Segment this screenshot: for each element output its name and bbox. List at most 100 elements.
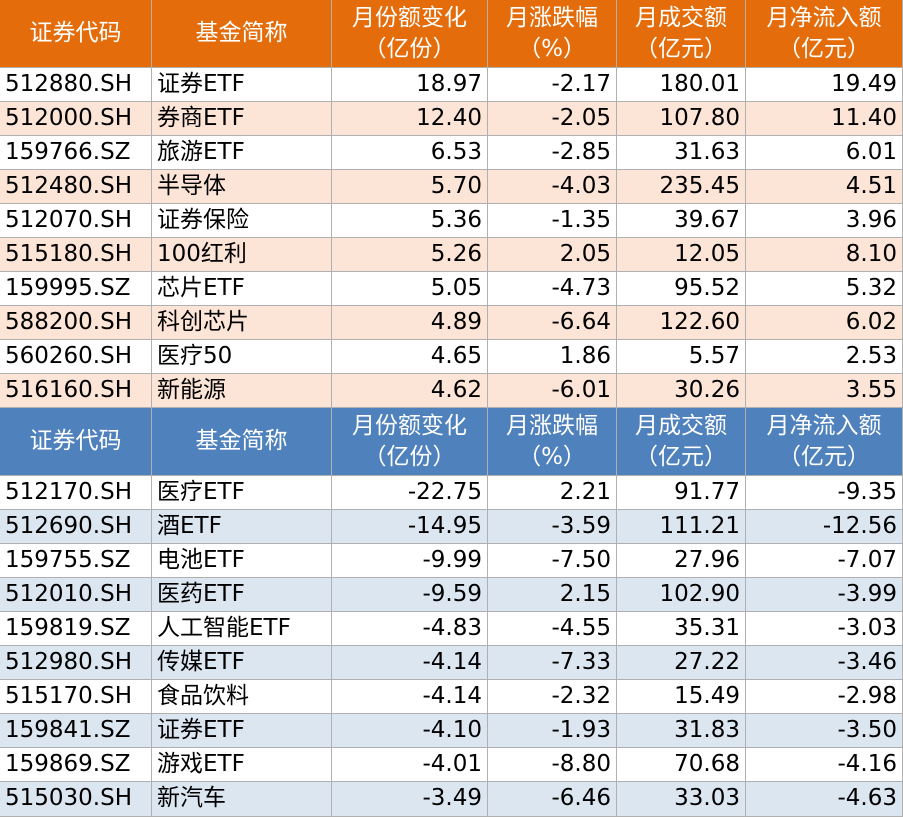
header-text: 月涨跌幅: [506, 412, 598, 439]
table-cell: 酒ETF: [152, 510, 332, 544]
table-cell: 证券保险: [152, 204, 332, 238]
table-cell: -2.32: [488, 680, 617, 714]
table-cell: 70.68: [617, 748, 746, 782]
header-cell: 月净流入额 （亿元）: [746, 408, 903, 476]
table-cell: 159841.SZ: [0, 714, 152, 748]
header-text: 基金简称: [195, 20, 288, 46]
table-cell: -1.93: [488, 714, 617, 748]
table-cell: 2.05: [488, 238, 617, 272]
table-cell: -3.59: [488, 510, 617, 544]
table-cell: 食品饮料: [152, 680, 332, 714]
table-cell: -12.56: [746, 510, 903, 544]
table-cell: 107.80: [617, 102, 746, 136]
table-cell: -4.03: [488, 170, 617, 204]
table-cell: -4.55: [488, 612, 617, 646]
table-cell: 512480.SH: [0, 170, 152, 204]
table-cell: 电池ETF: [152, 544, 332, 578]
table-cell: 111.21: [617, 510, 746, 544]
table-cell: -2.98: [746, 680, 903, 714]
table-cell: -3.46: [746, 646, 903, 680]
table-cell: 医疗50: [152, 340, 332, 374]
table-cell: -4.01: [332, 748, 488, 782]
table-cell: 5.57: [617, 340, 746, 374]
table-cell: -1.35: [488, 204, 617, 238]
table-cell: 4.51: [746, 170, 903, 204]
header-text: （亿元）: [778, 35, 870, 62]
table-cell: 512010.SH: [0, 578, 152, 612]
table-cell: -6.64: [488, 306, 617, 340]
table-cell: -4.83: [332, 612, 488, 646]
table-cell: 5.36: [332, 204, 488, 238]
table-cell: 27.96: [617, 544, 746, 578]
header-cell: 月成交额 （亿元）: [617, 408, 746, 476]
table-cell: -3.49: [332, 782, 488, 817]
header-text: 月涨跌幅: [506, 4, 598, 31]
header-cell: 月成交额 （亿元）: [617, 0, 746, 68]
table-cell: 1.86: [488, 340, 617, 374]
header-text: 月份额变化: [352, 4, 467, 31]
header-text: （亿元）: [635, 35, 727, 62]
table-cell: 6.02: [746, 306, 903, 340]
table-cell: -2.05: [488, 102, 617, 136]
table-cell: 102.90: [617, 578, 746, 612]
table-cell: 5.32: [746, 272, 903, 306]
table-cell: -3.99: [746, 578, 903, 612]
header-cell: 月份额变化 （亿份）: [332, 0, 488, 68]
table-cell: 159869.SZ: [0, 748, 152, 782]
table-cell: 游戏ETF: [152, 748, 332, 782]
table-cell: 512000.SH: [0, 102, 152, 136]
table-cell: 科创芯片: [152, 306, 332, 340]
table-cell: 传媒ETF: [152, 646, 332, 680]
table-cell: 516160.SH: [0, 374, 152, 408]
table-cell: -4.14: [332, 646, 488, 680]
table-cell: 159755.SZ: [0, 544, 152, 578]
table-cell: 35.31: [617, 612, 746, 646]
table-cell: 3.96: [746, 204, 903, 238]
table-cell: -8.80: [488, 748, 617, 782]
table-cell: 515180.SH: [0, 238, 152, 272]
table-cell: 5.70: [332, 170, 488, 204]
table-cell: -3.50: [746, 714, 903, 748]
table-cell: -14.95: [332, 510, 488, 544]
table-cell: 159766.SZ: [0, 136, 152, 170]
header-cell: 月涨跌幅 （%）: [488, 408, 617, 476]
header-cell: 月涨跌幅 （%）: [488, 0, 617, 68]
table-cell: 医药ETF: [152, 578, 332, 612]
table-cell: 12.05: [617, 238, 746, 272]
table-cell: -7.07: [746, 544, 903, 578]
table-cell: 2.15: [488, 578, 617, 612]
table-cell: 新汽车: [152, 782, 332, 817]
table-cell: 515170.SH: [0, 680, 152, 714]
table-cell: -6.01: [488, 374, 617, 408]
header-text: （%）: [518, 443, 586, 470]
table-cell: 159819.SZ: [0, 612, 152, 646]
table-cell: 19.49: [746, 68, 903, 102]
table-cell: 180.01: [617, 68, 746, 102]
table-cell: 4.89: [332, 306, 488, 340]
header-text: 月净流入额: [766, 4, 882, 31]
header-text: （亿元）: [778, 443, 870, 470]
table-cell: 11.40: [746, 102, 903, 136]
table-cell: -9.59: [332, 578, 488, 612]
table-cell: 半导体: [152, 170, 332, 204]
table-cell: 235.45: [617, 170, 746, 204]
header-text: （亿元）: [635, 443, 727, 470]
table-cell: 18.97: [332, 68, 488, 102]
header-cell: 证券代码: [0, 0, 152, 68]
table-cell: -4.63: [746, 782, 903, 817]
header-text: 证券代码: [29, 20, 122, 46]
table-cell: 12.40: [332, 102, 488, 136]
table-cell: 证券ETF: [152, 68, 332, 102]
header-cell: 证券代码: [0, 408, 152, 476]
table-cell: 512880.SH: [0, 68, 152, 102]
table-cell: 6.53: [332, 136, 488, 170]
table-cell: 4.65: [332, 340, 488, 374]
header-cell: 月净流入额 （亿元）: [746, 0, 903, 68]
table-cell: 91.77: [617, 476, 746, 510]
header-text: 基金简称: [195, 428, 288, 454]
table-cell: 27.22: [617, 646, 746, 680]
table-cell: 512170.SH: [0, 476, 152, 510]
table-cell: 旅游ETF: [152, 136, 332, 170]
table-cell: 新能源: [152, 374, 332, 408]
